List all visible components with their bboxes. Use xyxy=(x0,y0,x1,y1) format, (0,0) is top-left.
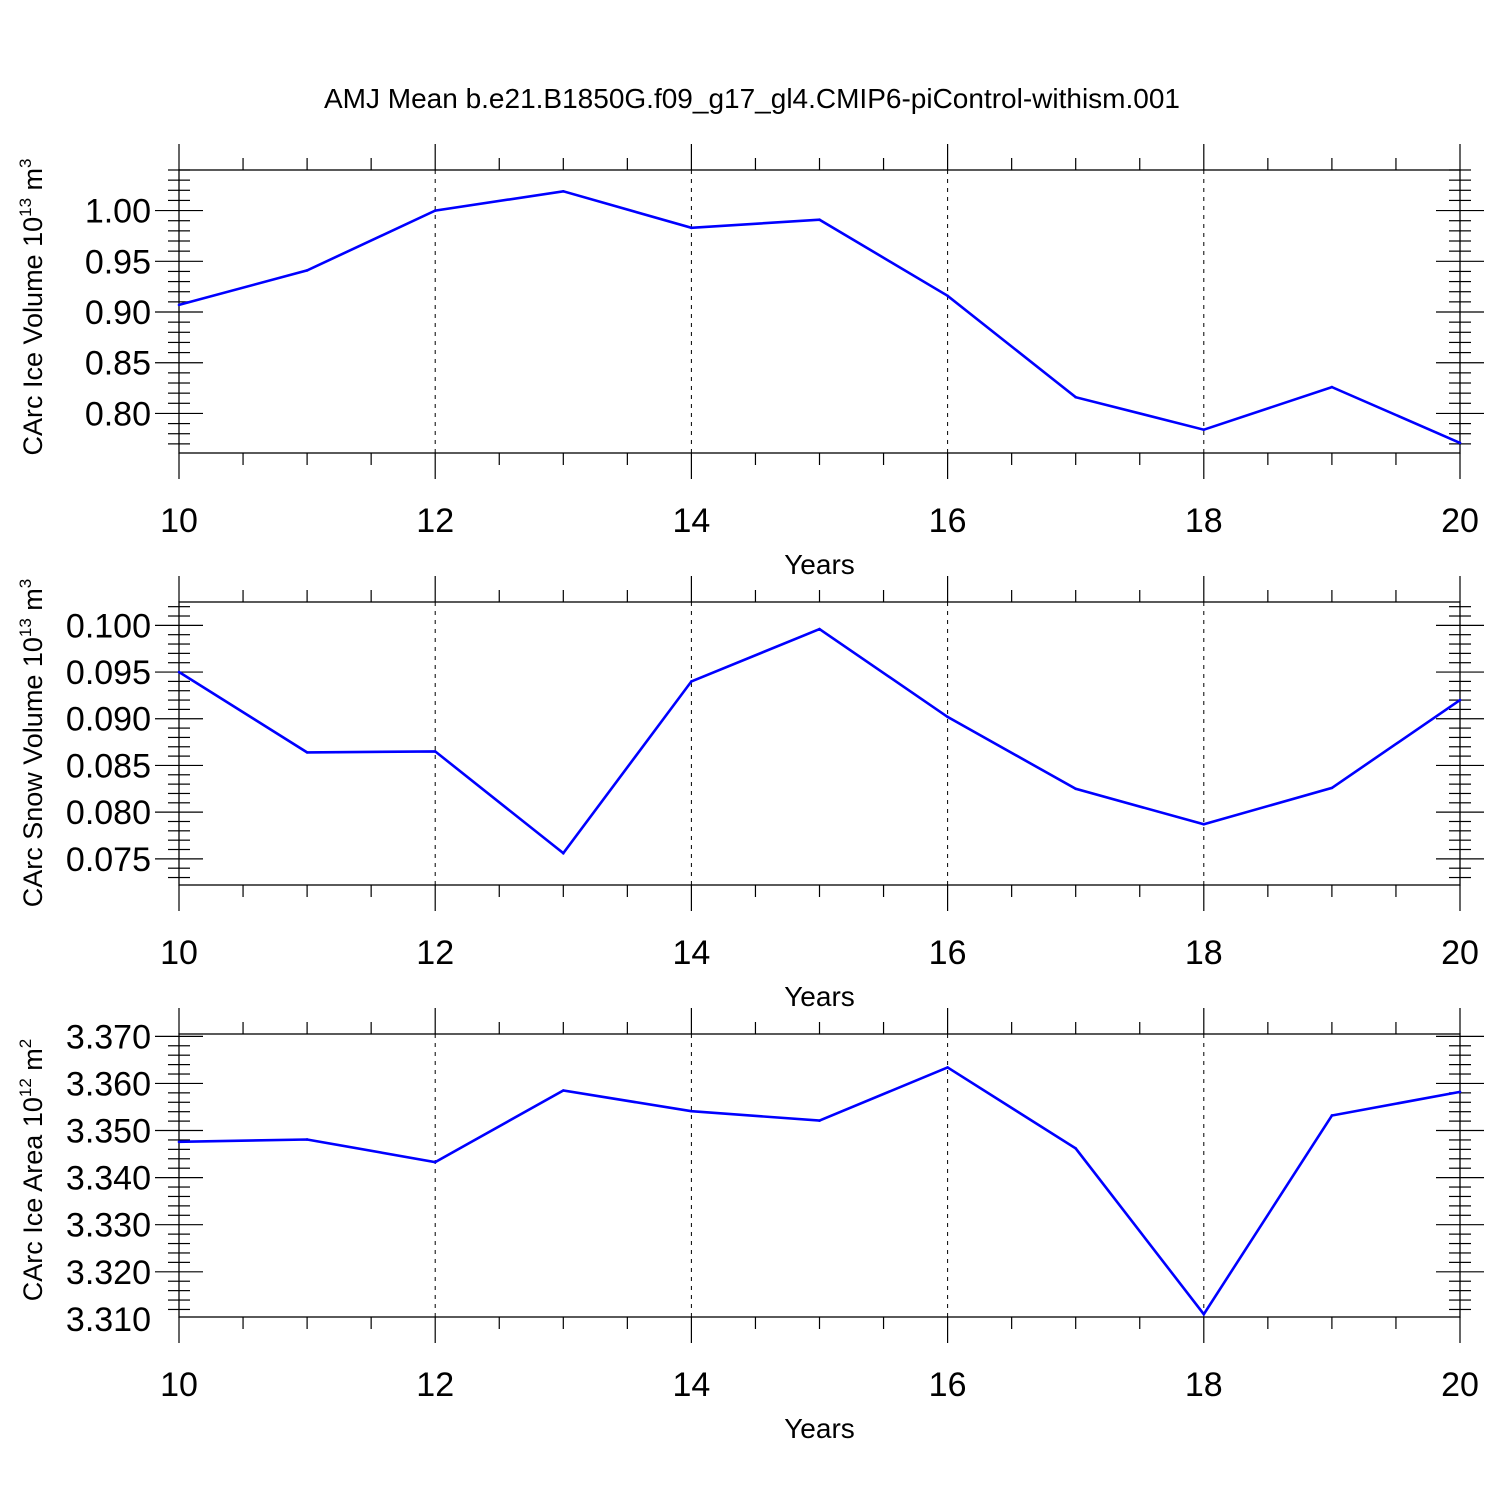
data-point xyxy=(177,670,181,674)
x-tick-label: 20 xyxy=(1441,934,1479,972)
data-point xyxy=(818,627,821,631)
data-point xyxy=(1330,1114,1334,1117)
data-point xyxy=(177,1140,181,1144)
data-point xyxy=(1074,787,1077,791)
data-point xyxy=(305,751,309,754)
data-series-line xyxy=(178,189,1461,445)
plot-frame xyxy=(178,601,1461,886)
plot-frame xyxy=(178,1033,1461,1318)
x-tick-label: 14 xyxy=(672,934,710,972)
data-point xyxy=(177,303,181,307)
data-point xyxy=(1330,786,1334,790)
x-tick-label: 18 xyxy=(1185,1366,1223,1404)
plots-container: 10 12 14 16 18 20 Years 0.80 0.85 0.90 0.95 1.00 CAr… xyxy=(16,144,1484,1444)
data-point xyxy=(305,1138,309,1141)
data-point xyxy=(1074,395,1077,399)
x-tick-label: 14 xyxy=(672,502,710,540)
data-point xyxy=(1202,822,1206,826)
y-tick-label: 0.090 xyxy=(66,701,151,739)
data-point xyxy=(562,1089,565,1092)
y-tick-label: 0.085 xyxy=(66,747,151,785)
x-axis-label: Years xyxy=(784,1413,855,1444)
x-tick-label: 12 xyxy=(416,502,454,540)
data-point xyxy=(433,209,437,212)
data-point xyxy=(690,680,693,683)
data-point xyxy=(433,1160,437,1164)
data-point xyxy=(690,226,693,230)
y-tick-label: 3.370 xyxy=(66,1018,151,1056)
data-series-line xyxy=(178,1065,1461,1317)
data-point xyxy=(433,750,437,753)
data-point xyxy=(690,1109,693,1113)
y-axis-label: CArc Ice Volume 1013 m3 xyxy=(16,158,48,455)
x-tick-label: 18 xyxy=(1185,934,1223,972)
data-point xyxy=(1458,698,1462,702)
y-tick-label: 0.95 xyxy=(85,243,151,281)
y-tick-label: 3.350 xyxy=(66,1113,151,1151)
x-tick-label: 20 xyxy=(1441,1366,1479,1404)
x-tick-label: 16 xyxy=(929,1366,967,1404)
data-point xyxy=(562,190,565,193)
x-axis-label: Years xyxy=(784,549,855,580)
y-tick-label: 3.320 xyxy=(66,1254,151,1292)
x-tick-label: 10 xyxy=(160,1366,198,1404)
x-tick-label: 12 xyxy=(416,934,454,972)
panel-3: 10 12 14 16 18 20 Years 3.310 3.320 3.330 3.340 3.3… xyxy=(16,1008,1484,1444)
y-tick-label: 0.080 xyxy=(66,794,151,832)
y-tick-label: 0.80 xyxy=(85,395,151,433)
y-axis-label: CArc Ice Area 1012 m2 xyxy=(16,1039,48,1302)
data-point xyxy=(1458,1090,1462,1094)
data-point xyxy=(946,715,949,719)
y-axis-label: CArc Snow Volume 1013 m3 xyxy=(16,579,48,908)
y-tick-label: 0.100 xyxy=(66,607,151,645)
x-tick-label: 10 xyxy=(160,934,198,972)
data-point xyxy=(1202,428,1206,431)
figure-title: AMJ Mean b.e21.B1850G.f09_g17_gl4.CMIP6-… xyxy=(324,83,1180,114)
plot-frame xyxy=(178,169,1461,454)
x-axis-label: Years xyxy=(784,981,855,1012)
y-tick-label: 3.340 xyxy=(66,1160,151,1198)
data-point xyxy=(1330,385,1334,389)
x-tick-label: 18 xyxy=(1185,502,1223,540)
data-point xyxy=(946,294,949,298)
data-point xyxy=(818,218,821,222)
data-point xyxy=(1202,1312,1206,1316)
y-tick-label: 0.095 xyxy=(66,654,151,692)
y-tick-label: 0.075 xyxy=(66,841,151,879)
data-series-line xyxy=(178,627,1461,856)
data-point xyxy=(1458,441,1462,445)
y-tick-label: 3.330 xyxy=(66,1207,151,1245)
panel-1: 10 12 14 16 18 20 Years 0.80 0.85 0.90 0.95 1.00 CAr… xyxy=(16,144,1484,580)
x-tick-label: 16 xyxy=(929,502,967,540)
data-point xyxy=(818,1119,821,1122)
y-tick-label: 0.90 xyxy=(85,294,151,332)
y-tick-label: 1.00 xyxy=(85,193,151,231)
data-point xyxy=(946,1066,949,1069)
y-tick-label: 3.360 xyxy=(66,1065,151,1103)
x-tick-label: 16 xyxy=(929,934,967,972)
panel-2: 10 12 14 16 18 20 Years 0.075 0.080 0.085 0.090 0.0… xyxy=(16,576,1484,1012)
x-tick-label: 20 xyxy=(1441,502,1479,540)
y-tick-label: 3.310 xyxy=(66,1301,151,1339)
x-tick-label: 10 xyxy=(160,502,198,540)
x-tick-label: 14 xyxy=(672,1366,710,1404)
data-point xyxy=(305,269,309,272)
data-point xyxy=(562,851,565,855)
data-point xyxy=(1074,1147,1077,1150)
x-tick-label: 12 xyxy=(416,1366,454,1404)
y-tick-label: 0.85 xyxy=(85,345,151,383)
